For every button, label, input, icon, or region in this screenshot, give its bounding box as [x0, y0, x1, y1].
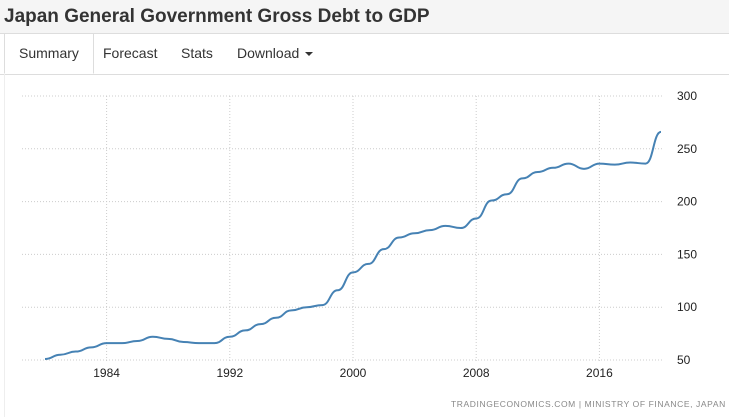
y-tick-label: 50 — [677, 353, 691, 367]
source-credit: TRADINGECONOMICS.COM | MINISTRY OF FINAN… — [451, 399, 726, 409]
y-tick-label: 300 — [677, 89, 697, 103]
tab-bar: Summary Forecast Stats Download — [0, 33, 729, 75]
tab-stats[interactable]: Stats — [181, 45, 213, 61]
y-tick-label: 250 — [677, 142, 697, 156]
y-tick-label: 200 — [677, 195, 697, 209]
download-label: Download — [237, 45, 300, 61]
y-tick-label: 100 — [677, 300, 697, 314]
tab-download[interactable]: Download — [223, 34, 327, 72]
tab-summary[interactable]: Summary — [4, 34, 94, 74]
x-tick-label: 1984 — [93, 366, 120, 380]
y-tick-label: 150 — [677, 247, 697, 261]
x-tick-label: 2000 — [340, 366, 367, 380]
caret-down-icon — [305, 52, 314, 57]
x-tick-label: 2016 — [586, 366, 613, 380]
page-title: Japan General Government Gross Debt to G… — [0, 0, 729, 33]
tab-forecast[interactable]: Forecast — [103, 45, 158, 61]
panel-border — [4, 74, 5, 417]
x-tick-label: 1992 — [216, 366, 243, 380]
x-tick-label: 2008 — [463, 366, 490, 380]
